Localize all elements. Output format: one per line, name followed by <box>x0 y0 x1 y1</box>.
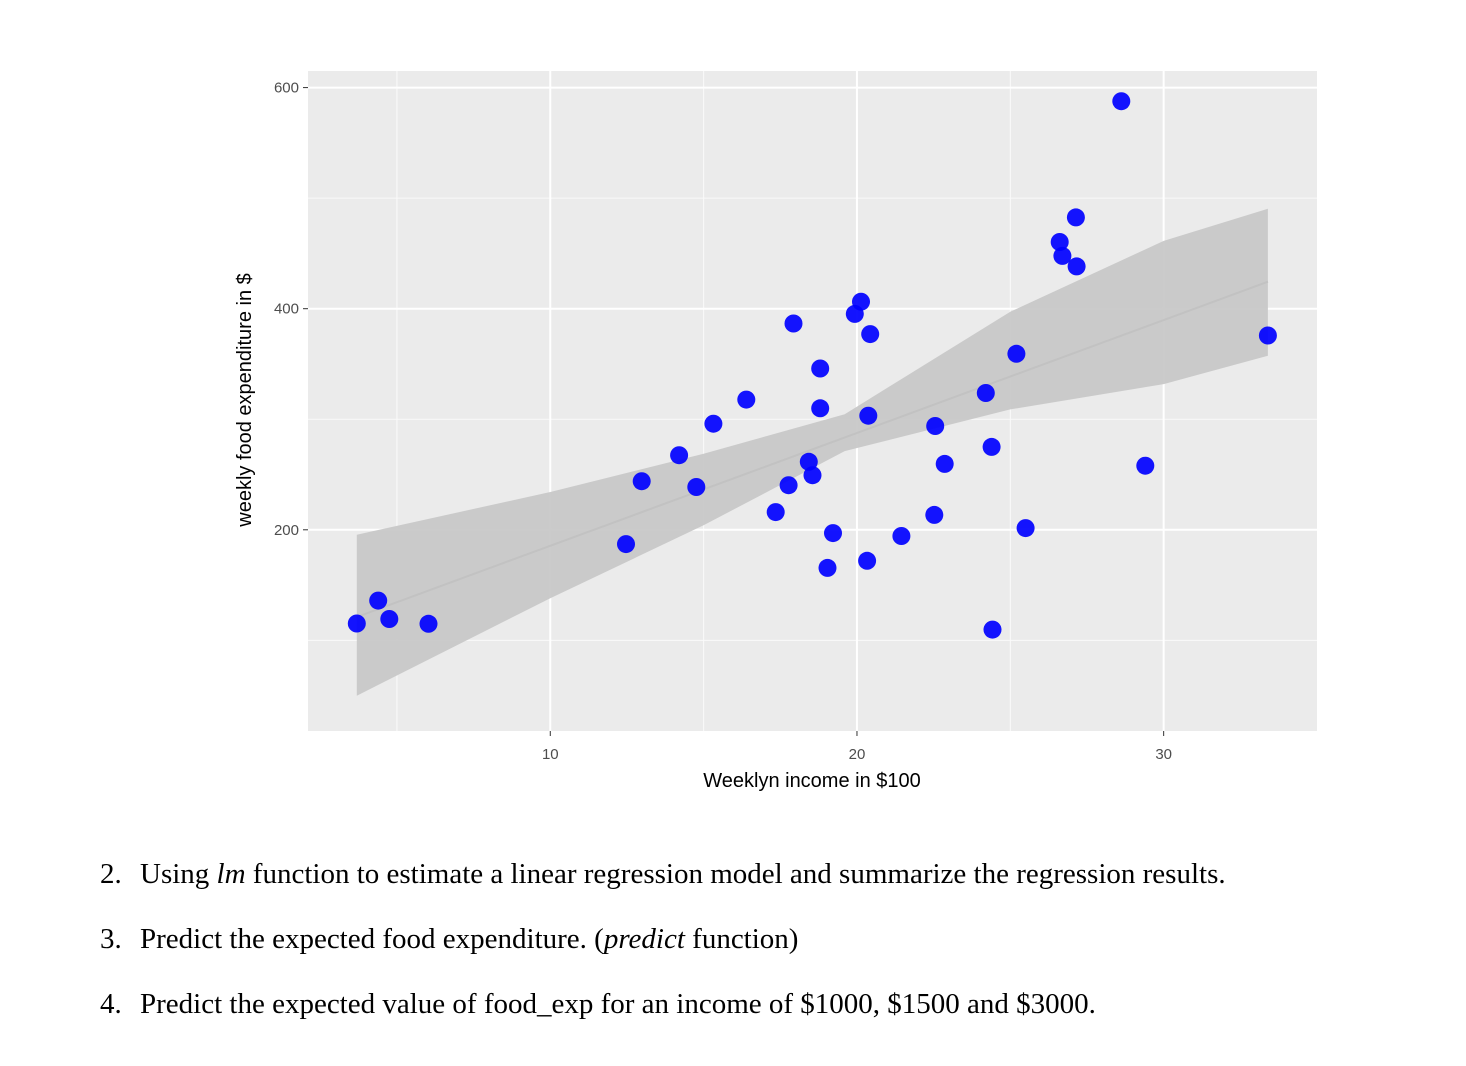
regression-line <box>356 280 1269 618</box>
data-point <box>858 551 877 570</box>
data-point <box>1258 326 1277 345</box>
x-tick-label: 10 <box>542 746 559 763</box>
x-tick-label: 30 <box>1155 746 1172 763</box>
question-text-rest: function) <box>684 923 799 955</box>
question-2: 2. Using lm function to estimate a linear… <box>100 852 1226 917</box>
data-point <box>852 292 870 311</box>
data-point <box>935 454 954 473</box>
data-point <box>811 399 830 418</box>
data-point <box>737 390 756 409</box>
data-point <box>892 527 911 545</box>
data-point <box>632 472 651 491</box>
data-point <box>803 466 822 485</box>
data-points <box>347 92 1277 639</box>
question-text-rest: function to estimate a linear regression… <box>245 858 1226 890</box>
question-function: predict <box>603 923 685 955</box>
data-point <box>861 325 880 344</box>
question-text: Using <box>140 858 217 890</box>
data-point <box>1016 519 1035 538</box>
data-point <box>1066 208 1085 227</box>
question-number: 2. <box>100 858 122 890</box>
data-point <box>766 503 785 522</box>
data-point <box>687 478 706 496</box>
data-point <box>983 620 1002 639</box>
confidence-band <box>356 208 1268 696</box>
data-point <box>347 614 366 633</box>
data-point <box>784 314 803 333</box>
data-point <box>1050 233 1069 251</box>
data-point <box>811 359 830 378</box>
question-3: 3. Predict the expected food expenditure.… <box>100 917 1226 982</box>
y-axis: 200 400 600 <box>274 80 308 539</box>
data-point <box>926 417 945 435</box>
data-point <box>419 614 438 633</box>
question-function: lm <box>216 858 246 890</box>
data-point <box>704 414 723 433</box>
y-tick-label: 200 <box>274 522 299 539</box>
x-axis-title: Weeklyn income in $100 <box>703 770 921 792</box>
data-point <box>824 524 842 543</box>
question-4: 4. Predict the expected value of food_exp… <box>100 982 1226 1047</box>
data-point <box>818 558 837 577</box>
data-point <box>1136 456 1155 475</box>
data-point <box>1007 344 1026 363</box>
data-point <box>1067 257 1086 276</box>
y-axis-title: weekly food expenditure in $ <box>234 273 256 528</box>
question-text: Predict the expected food expenditure. ( <box>140 923 604 955</box>
data-point <box>670 446 689 465</box>
x-axis: 10 20 30 <box>542 731 1172 763</box>
data-point <box>925 505 944 524</box>
data-point <box>369 591 388 610</box>
data-point <box>982 437 1001 456</box>
data-point <box>617 535 635 554</box>
data-point <box>859 406 878 425</box>
data-point <box>1053 246 1072 265</box>
question-number: 4. <box>100 988 122 1020</box>
data-point <box>1112 92 1131 111</box>
question-text: Predict the expected value of food_exp f… <box>140 988 1096 1020</box>
question-list: 2. Using lm function to estimate a linear… <box>100 852 1226 1047</box>
data-point <box>779 476 798 495</box>
y-tick-label: 400 <box>274 301 299 318</box>
data-point <box>976 384 995 402</box>
data-point <box>380 610 399 628</box>
x-tick-label: 20 <box>849 746 866 763</box>
question-number: 3. <box>100 923 122 955</box>
y-tick-label: 600 <box>274 80 299 97</box>
